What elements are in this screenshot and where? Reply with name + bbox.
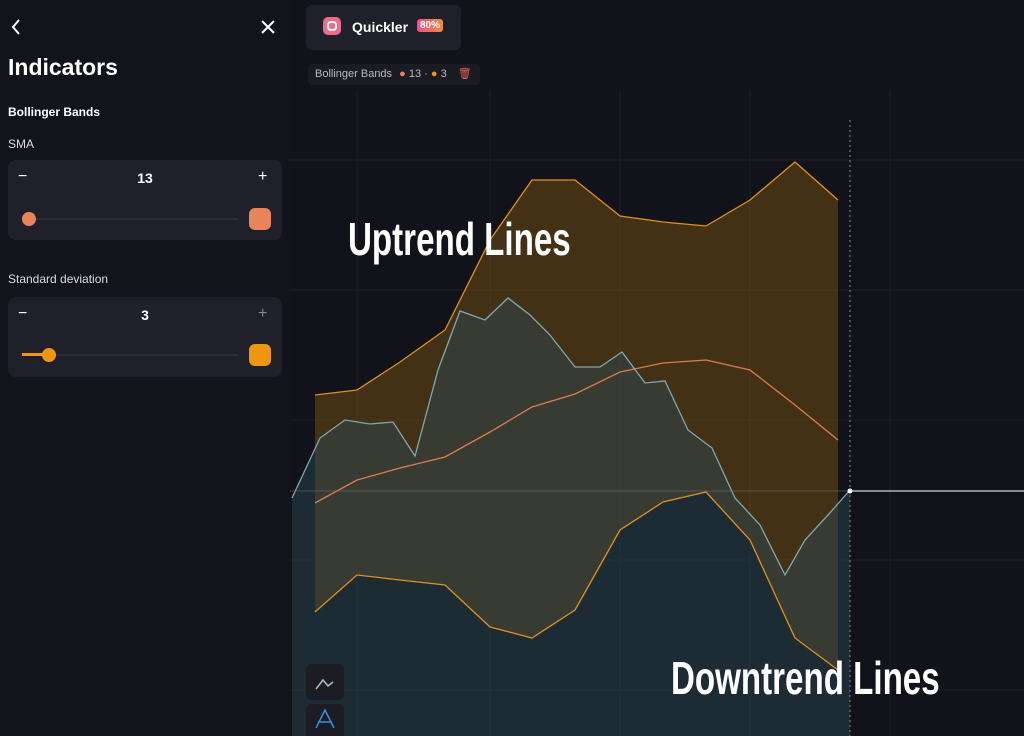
legend-sma: 13: [408, 68, 422, 80]
delete-icon[interactable]: 🗑: [457, 68, 472, 80]
slider-track: [28, 218, 238, 220]
indicator-panel: Indicators Bollinger Bands SMA − 13 + St…: [0, 0, 290, 736]
slider-thumb[interactable]: [22, 212, 36, 226]
slider-fill: [22, 353, 48, 356]
decrement[interactable]: −: [18, 305, 28, 322]
legend-deviation: 3: [440, 68, 447, 80]
color-swatch[interactable]: [249, 208, 271, 230]
color-swatch[interactable]: [249, 344, 271, 366]
sma-label: SMA: [8, 137, 35, 151]
panel-title: Indicators: [8, 54, 118, 80]
payout: 80%: [417, 19, 444, 32]
asset-icon: [323, 17, 341, 35]
asset-tab[interactable]: Quickler 80%: [306, 5, 461, 50]
increment[interactable]: +: [258, 305, 268, 322]
asset-name: Quickler: [352, 19, 409, 35]
annotation: Downtrend Lines: [671, 652, 940, 704]
deviation-value[interactable]: 3: [141, 307, 149, 323]
indicator-legend[interactable]: Bollinger Bands ● 13 · ● 3 🗑: [308, 64, 480, 85]
deviation-box: − 3 +: [8, 297, 282, 377]
sma-box: − 13 +: [8, 160, 282, 240]
annotation: Uptrend Lines: [348, 213, 571, 265]
increment[interactable]: +: [258, 168, 268, 185]
slider-track: [22, 354, 238, 356]
slider-thumb[interactable]: [42, 348, 56, 362]
legend-name: Bollinger Bands: [315, 68, 393, 80]
indicator-name: Bollinger Bands: [8, 105, 101, 119]
deviation-label: Standard deviation: [8, 272, 109, 286]
decrement[interactable]: −: [18, 168, 28, 185]
sma-value[interactable]: 13: [137, 170, 153, 186]
